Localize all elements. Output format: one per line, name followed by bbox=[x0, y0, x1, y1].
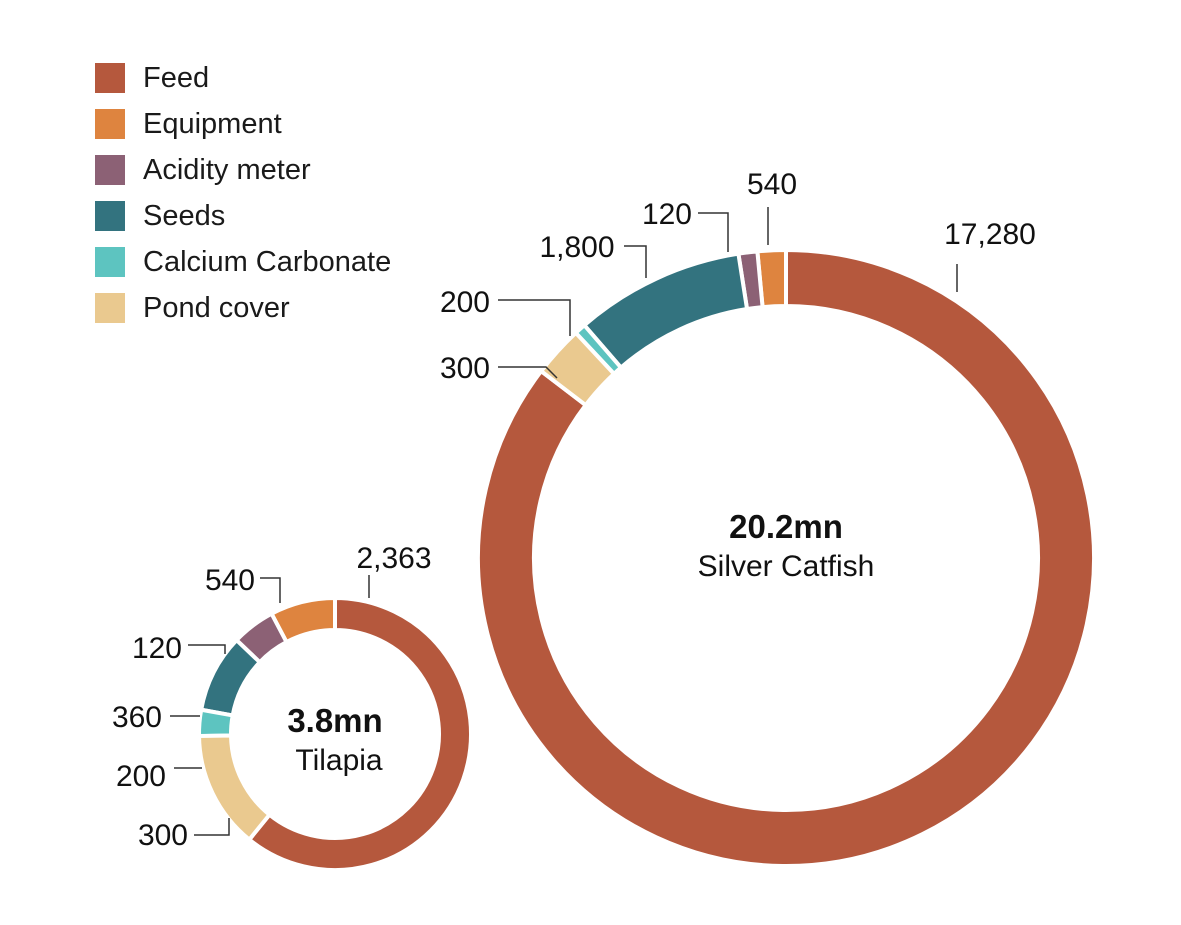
legend-swatch-equipment bbox=[95, 109, 125, 139]
legend-swatch-seeds bbox=[95, 201, 125, 231]
donut-tilapia: 2,363 300 200 360 120 540 3.8mn Tilapia bbox=[112, 542, 473, 872]
value-label-seeds-tilapia: 360 bbox=[112, 701, 162, 734]
legend-swatch-calcium-carbonate bbox=[95, 247, 125, 277]
legend-item-acidity-meter: Acidity meter bbox=[95, 147, 391, 193]
legend-label-feed: Feed bbox=[143, 61, 210, 94]
value-label-calcium-carbonate-tilapia: 120 bbox=[132, 632, 182, 665]
leader-line-calcium-carbonate-tilapia bbox=[188, 644, 226, 654]
slice-pond-cover-silver-catfish bbox=[538, 330, 617, 408]
legend-swatch-pond-cover bbox=[95, 293, 125, 323]
leader-line-equipment-silver-catfish bbox=[498, 366, 558, 379]
center-value-tilapia: 3.8mn bbox=[287, 702, 382, 739]
legend-swatch-feed bbox=[95, 63, 125, 93]
value-label-pond-cover-silver-catfish: 540 bbox=[747, 168, 797, 201]
leaders-tilapia bbox=[170, 575, 370, 836]
legend-item-feed: Feed bbox=[95, 55, 391, 101]
legend: Feed Equipment Acidity meter Seeds Calci… bbox=[95, 55, 391, 331]
legend-label-acidity-meter: Acidity meter bbox=[143, 153, 311, 186]
value-label-feed-silver-catfish: 17,280 bbox=[944, 218, 1036, 251]
leader-line-equipment-tilapia bbox=[194, 818, 230, 836]
legend-item-pond-cover: Pond cover bbox=[95, 285, 391, 331]
legend-item-equipment: Equipment bbox=[95, 101, 391, 147]
value-label-equipment-silver-catfish: 300 bbox=[440, 352, 490, 385]
legend-item-calcium-carbonate: Calcium Carbonate bbox=[95, 239, 391, 285]
value-label-acidity-meter-silver-catfish: 200 bbox=[440, 286, 490, 319]
donut-silver-catfish: 17,280 300 200 1,800 120 540 20.2mn Silver Ca… bbox=[440, 168, 1096, 868]
value-label-seeds-silver-catfish: 1,800 bbox=[539, 231, 614, 264]
legend-label-calcium-carbonate: Calcium Carbonate bbox=[143, 245, 392, 278]
slice-seeds-silver-catfish bbox=[581, 251, 750, 371]
slices-tilapia bbox=[196, 595, 473, 872]
slice-feed-tilapia bbox=[246, 595, 473, 872]
legend-label-pond-cover: Pond cover bbox=[143, 291, 290, 324]
value-label-feed-tilapia: 2,363 bbox=[356, 542, 431, 575]
value-label-pond-cover-tilapia: 540 bbox=[205, 564, 255, 597]
value-labels-silver-catfish: 17,280 300 200 1,800 120 540 bbox=[440, 168, 1036, 385]
value-label-equipment-tilapia: 300 bbox=[138, 819, 188, 852]
slices-silver-catfish bbox=[476, 247, 1096, 868]
legend-label-seeds: Seeds bbox=[143, 199, 226, 232]
leader-line-calcium-carbonate-silver-catfish bbox=[698, 212, 729, 252]
legend-swatch-acidity-meter bbox=[95, 155, 125, 185]
leader-line-seeds-silver-catfish bbox=[624, 245, 647, 278]
center-value-silver-catfish: 20.2mn bbox=[729, 508, 843, 545]
leaders-silver-catfish bbox=[498, 207, 958, 379]
slice-feed-silver-catfish bbox=[476, 247, 1096, 868]
slice-seeds-tilapia bbox=[198, 637, 263, 718]
slice-calcium-carbonate-tilapia bbox=[197, 707, 235, 739]
leader-line-acidity-meter-silver-catfish bbox=[498, 299, 571, 336]
slice-equipment-tilapia bbox=[268, 595, 337, 645]
legend-label-equipment: Equipment bbox=[143, 107, 282, 140]
center-label-tilapia: Tilapia bbox=[295, 744, 383, 777]
leader-line-pond-cover-tilapia bbox=[260, 577, 281, 603]
slice-pond-cover-tilapia bbox=[196, 733, 273, 843]
center-label-silver-catfish: Silver Catfish bbox=[698, 550, 875, 583]
value-label-calcium-carbonate-silver-catfish: 120 bbox=[642, 198, 692, 231]
legend-item-seeds: Seeds bbox=[95, 193, 391, 239]
value-label-acidity-meter-tilapia: 200 bbox=[116, 760, 166, 793]
value-labels-tilapia: 2,363 300 200 360 120 540 bbox=[112, 542, 432, 852]
